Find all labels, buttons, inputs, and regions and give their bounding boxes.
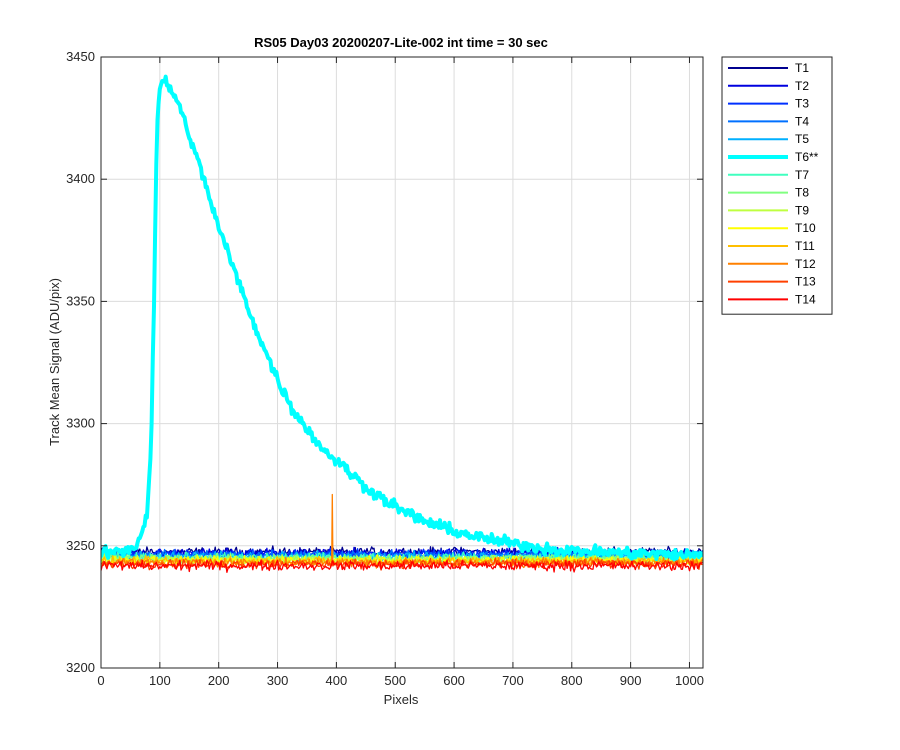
legend-entry-label: T8	[795, 186, 809, 200]
x-tick-label: 1000	[675, 673, 704, 688]
legend-entry-label: T3	[795, 97, 809, 111]
legend-entry-label: T9	[795, 203, 809, 217]
legend-entry-label: T2	[795, 79, 809, 93]
y-tick-label: 3450	[66, 49, 95, 64]
y-tick-label: 3350	[66, 293, 95, 308]
x-tick-label: 600	[443, 673, 465, 688]
legend-entry-label: T14	[795, 292, 816, 306]
y-tick-label: 3300	[66, 416, 95, 431]
y-axis-label: Track Mean Signal (ADU/pix)	[47, 278, 62, 446]
y-tick-label: 3400	[66, 171, 95, 186]
series-line-t14	[101, 559, 703, 573]
axes-box	[100, 56, 704, 669]
series-line-t6	[101, 74, 703, 562]
x-tick-label: 500	[384, 673, 406, 688]
chart-title: RS05 Day03 20200207-Lite-002 int time = …	[254, 35, 548, 50]
legend-entry-label: T5	[795, 132, 809, 146]
legend-entry-label: T10	[795, 221, 816, 235]
x-tick-label: 300	[267, 673, 289, 688]
x-tick-label: 400	[326, 673, 348, 688]
x-tick-label: 200	[208, 673, 230, 688]
legend-entry-label: T13	[795, 275, 816, 289]
series-line-t12	[101, 493, 703, 569]
plot-area: 0 100 200 300 400 500 600 700 800 900 1000 3200 3250…	[66, 49, 704, 688]
legend-entry-label: T11	[795, 239, 815, 253]
legend-entry-label: T6**	[795, 150, 819, 164]
y-tick-label: 3200	[66, 660, 95, 675]
legend-entry-label: T1	[795, 61, 809, 75]
legend-entry-label: T12	[795, 257, 816, 271]
y-tick-label: 3250	[66, 538, 95, 553]
x-tick-label: 900	[620, 673, 642, 688]
legend: T1 T2 T3 T4 T5 T6** T7 T8 T9 T10 T11 T12 T13 T14	[721, 56, 833, 315]
series-group	[101, 74, 703, 573]
x-tick-label: 0	[97, 673, 104, 688]
legend-entry-label: T7	[795, 168, 809, 182]
legend-box	[721, 56, 833, 315]
x-tick-label: 800	[561, 673, 583, 688]
x-axis-label: Pixels	[384, 692, 419, 707]
legend-entry-label: T4	[795, 114, 809, 128]
x-tick-label: 700	[502, 673, 524, 688]
x-tick-label: 100	[149, 673, 171, 688]
